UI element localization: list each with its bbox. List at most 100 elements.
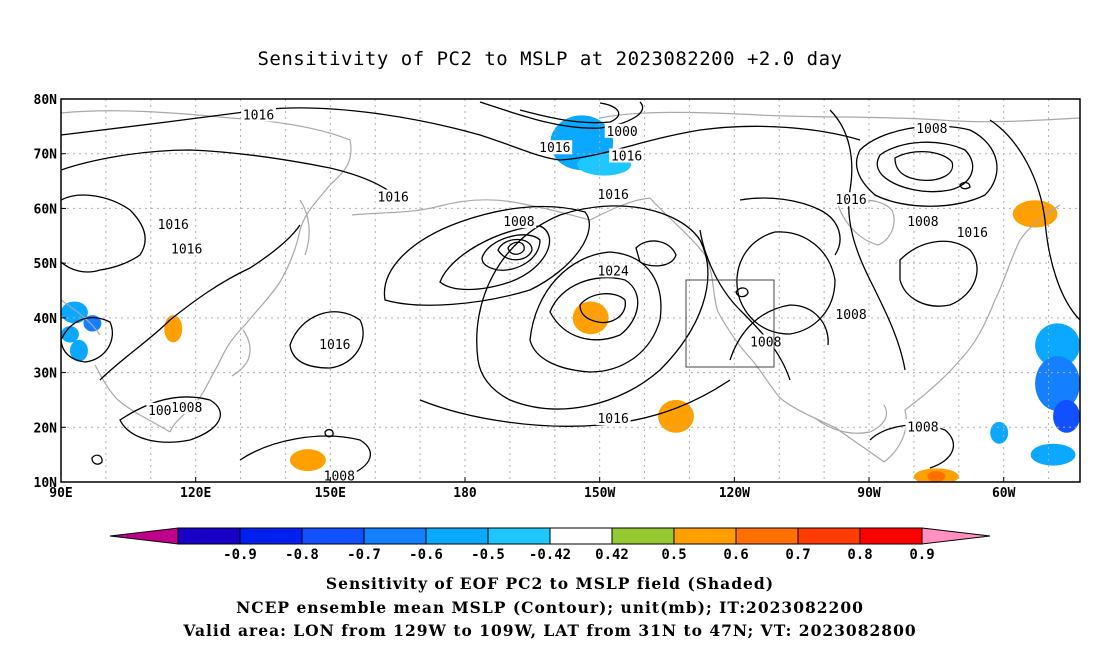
contour-label-bg — [914, 121, 950, 136]
colorbar-box — [177, 527, 241, 545]
colorbar-box — [611, 527, 675, 545]
lon-tick-label: 150W — [584, 486, 615, 501]
lat-tick-label: 20N — [34, 421, 58, 436]
colorbar-box — [425, 527, 489, 545]
contour-line — [699, 229, 791, 381]
colorbar-box — [549, 527, 613, 545]
lon-tick-label: 90W — [857, 486, 881, 501]
lon-tick-label: 120E — [180, 486, 211, 501]
contour-label-bg — [609, 148, 645, 163]
contour-line — [869, 424, 954, 469]
contour-label: 1016 — [835, 193, 866, 208]
lat-tick-label: 70N — [34, 148, 58, 163]
colorbar-label: -0.9 — [223, 547, 257, 563]
colorbar-label: 0.6 — [723, 547, 748, 563]
coastline-east-asia — [61, 299, 171, 433]
contour-line — [549, 277, 639, 341]
colorbar-low-triangle — [109, 527, 179, 545]
contour-label-bg — [317, 337, 353, 352]
axis-labels: 90E 120E 150E 180 150W 120W 90W 60W 10N 20N 30N 40N… — [34, 93, 1016, 501]
sensitivity-patch — [289, 449, 326, 472]
sensitivity-patch — [1035, 356, 1080, 411]
contour-label: 100 — [148, 404, 171, 419]
colorbar-label: -0.6 — [409, 547, 443, 563]
contour-line — [91, 454, 103, 465]
contour-line — [729, 304, 829, 361]
contour-line — [519, 102, 620, 124]
sensitivity-patch — [83, 315, 102, 332]
map-title: Sensitivity of PC2 to MSLP at 2023082200… — [257, 48, 843, 70]
contour-line — [899, 240, 978, 307]
contour-label-bg — [501, 214, 537, 229]
lat-tick-label: 50N — [34, 257, 58, 272]
coastline-hudson-bay — [837, 199, 895, 246]
contour-line — [894, 150, 954, 181]
colorbar-box — [673, 527, 737, 545]
lat-tick-label: 10N — [34, 476, 58, 491]
sensitivity-patch — [164, 315, 183, 343]
contour-line — [61, 194, 146, 273]
sensitivity-patch — [1030, 443, 1076, 466]
contour-label-bg — [833, 192, 869, 207]
sensitivity-patch — [61, 326, 79, 343]
sensitivity-patch — [927, 471, 946, 482]
coastline-alaska — [351, 197, 651, 221]
contour-line — [736, 231, 836, 335]
contour-label-bg — [146, 402, 174, 417]
lon-tick-label: 90E — [49, 486, 72, 501]
lat-tick-label: 80N — [34, 93, 58, 108]
contour-label: 1016 — [378, 190, 409, 205]
sensitivity-patch — [1035, 323, 1080, 368]
colorbar-label: -0.42 — [529, 547, 571, 563]
contour-label-bg — [241, 107, 276, 122]
contour-line — [239, 435, 372, 479]
lon-tick-label: 150E — [315, 486, 346, 501]
colorbar-box — [735, 527, 799, 545]
contour-label: 1008 — [907, 420, 938, 435]
lon-tick-label: 120W — [719, 486, 750, 501]
contour-label: 1024 — [597, 264, 628, 279]
sensitivity-patch — [1053, 399, 1080, 433]
valid-area-box — [685, 279, 775, 368]
contour-line — [481, 234, 541, 271]
contour-label: 1008 — [835, 308, 866, 323]
contour-line — [529, 251, 662, 373]
contour-line — [739, 197, 841, 256]
coastline-arctic — [599, 111, 1080, 123]
lat-tick-label: 40N — [34, 312, 58, 327]
contour-label-bg — [905, 419, 941, 434]
contour-line — [735, 287, 749, 298]
colorbar-box — [239, 527, 303, 545]
contour-label: 1016 — [243, 108, 274, 123]
contour-line — [479, 101, 644, 129]
coastline-gulf — [814, 404, 888, 434]
contour-line — [876, 141, 974, 193]
contour-line — [579, 293, 626, 324]
colorbar-label: 0.7 — [785, 547, 810, 563]
mslp-contours — [61, 101, 1080, 479]
lon-tick-label: 60W — [992, 486, 1016, 501]
contour-label-bg — [169, 400, 205, 415]
colorbar-box — [859, 527, 923, 545]
contour-line — [476, 205, 709, 410]
contour-line — [829, 109, 906, 371]
lat-tick-label: 60N — [34, 202, 58, 217]
lon-tick-label: 180 — [453, 486, 477, 501]
colorbar-label: -0.7 — [347, 547, 381, 563]
contour-label-bg — [595, 186, 631, 201]
contour-label: 1008 — [324, 470, 355, 485]
contour-line — [289, 311, 364, 369]
caption-valid-area: Valid area: LON from 129W to 109W, LAT f… — [183, 621, 917, 640]
colorbar-label: -0.5 — [471, 547, 505, 563]
caption-contour: NCEP ensemble mean MSLP (Contour); unit(… — [236, 598, 864, 617]
contour-line — [439, 225, 551, 291]
contour-line — [99, 224, 301, 381]
contour-label: 1016 — [171, 242, 202, 257]
coastline-kamchatka — [299, 199, 310, 256]
caption-shading: Sensitivity of EOF PC2 to MSLP field (Sh… — [325, 574, 775, 593]
colorbar-box — [487, 527, 551, 545]
contour-label: 1008 — [750, 335, 781, 350]
contour-label-bg — [537, 140, 573, 155]
contour-line — [119, 396, 222, 443]
contour-line — [383, 205, 590, 306]
